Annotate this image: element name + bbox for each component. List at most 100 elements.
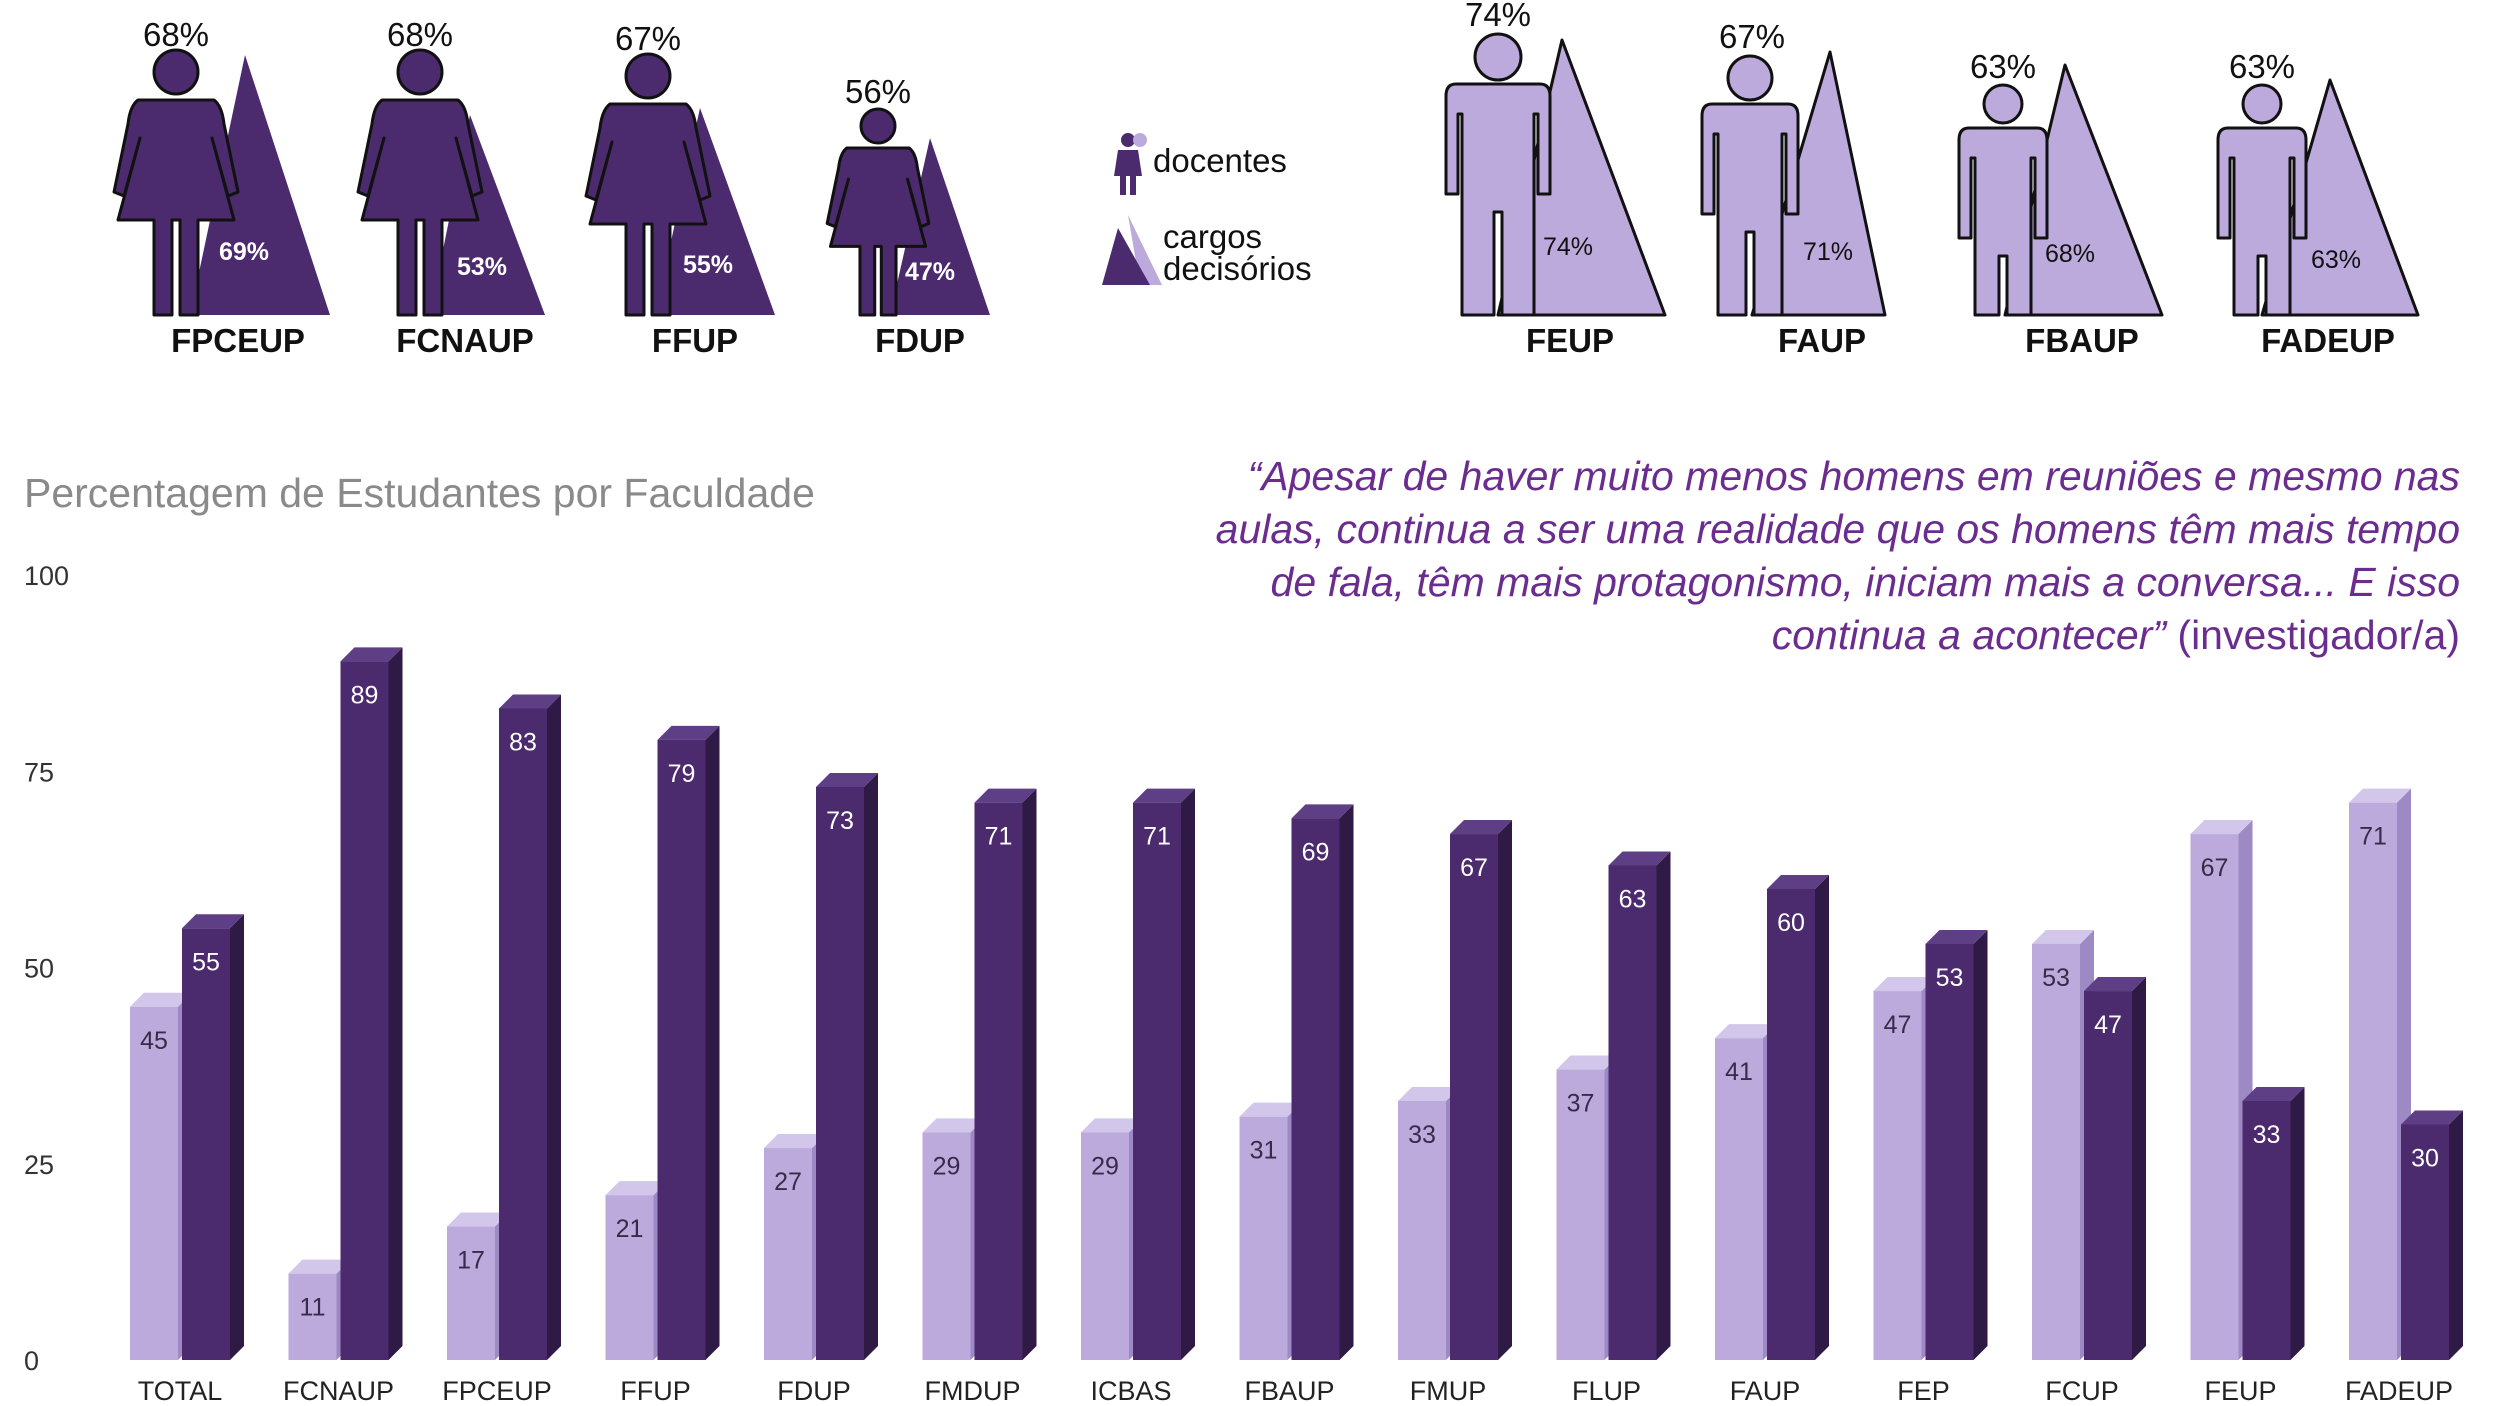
faculty-women-fpceup: 68% 69% FPCEUP [112,16,330,359]
bar-value-label: 47 [1884,1011,1912,1039]
bar: 69 [1291,804,1354,1360]
bar-value-label: 29 [1091,1152,1119,1180]
woman-icon [112,98,240,317]
bar-value-label: 29 [933,1152,961,1180]
bar-front [1767,889,1815,1360]
y-axis: 0 25 50 75 100 [24,561,69,1376]
cargos-percentage: 47% [905,258,955,286]
bar-value-label: 71 [1143,823,1171,851]
bar-side [1022,788,1037,1360]
legend-cargos-label-1: cargos [1163,218,1262,255]
bar-side [2132,977,2146,1360]
bar-front [1715,1038,1763,1360]
bar: 60 [1767,875,1829,1360]
man-icon [1700,102,1800,317]
x-tick-label: FDUP [777,1376,851,1406]
cargos-percentage: 63% [2311,246,2361,274]
bar: 30 [2401,1110,2463,1360]
man-head [1982,83,2024,125]
bar-value-label: 69 [1302,838,1330,866]
bar-value-label: 67 [2201,854,2229,882]
bar-front [1239,1116,1288,1360]
docentes-percentage: 63% [1970,48,2036,85]
bar-value-label: 79 [668,760,696,788]
bar-value-label: 55 [192,948,220,976]
y-tick-label: 50 [24,954,54,984]
cargos-percentage: 69% [219,238,269,266]
bar-front [2401,1124,2449,1360]
bar-side [2290,1086,2305,1360]
bar-value-label: 73 [826,807,854,835]
bar-side [388,647,403,1360]
decision-roles-triangle [190,55,330,315]
faculty-men-fbaup: 63% 68% FBAUP [1957,48,2164,359]
cargos-percentage: 55% [683,251,733,279]
bar-front [974,802,1023,1360]
faculty-name: FFUP [652,322,738,359]
bar-top [1450,820,1512,835]
bar-top [1873,977,1936,992]
bar-value-label: 53 [2042,964,2070,992]
bar-front [922,1132,971,1360]
bar-value-label: 63 [1619,885,1647,913]
decision-roles-triangle [430,115,545,315]
faculty-men-faup: 67% 71% FAUP [1700,18,1887,359]
faculty-name: FAUP [1778,322,1866,359]
legend-docentes: docentes [1114,133,1287,195]
bar: 89 [340,647,403,1360]
bar-side [230,914,244,1360]
faculty-name: FEUP [1526,322,1614,359]
docentes-percentage: 68% [143,16,209,53]
bar: 71 [974,788,1037,1360]
bar-side [705,725,720,1360]
bar-value-label: 17 [457,1247,485,1275]
bar-top [764,1134,826,1149]
bar: 53 [1925,929,1988,1360]
bar-top [1239,1102,1302,1117]
y-tick-label: 25 [24,1150,54,1180]
bar-front [657,739,706,1360]
x-tick-label: FAUP [1730,1376,1801,1406]
bar-top [288,1259,351,1274]
bar-top [1398,1086,1460,1101]
x-tick-label: FMDUP [925,1376,1021,1406]
bar-top [605,1181,668,1196]
bar-front [816,786,864,1360]
faculty-name: FADEUP [2261,322,2395,359]
bar: 27 [764,1134,826,1360]
woman-head [152,48,200,96]
x-tick-label: FMUP [1410,1376,1487,1406]
bar-top [1925,929,1988,944]
bar-top [130,992,192,1007]
docentes-percentage: 68% [387,16,453,53]
bar-front [1398,1100,1446,1360]
bar: 79 [657,725,720,1360]
decision-roles-triangle [890,138,990,315]
y-tick-label: 0 [24,1346,39,1376]
faculty-women-fcnaup: 68% 53% FCNAUP [356,16,545,359]
woman-head [624,52,672,100]
x-axis: TOTAL FCNAUP FPCEUP FFUP FDUP FMDUP ICBAS FBAUP… [138,1376,2453,1406]
quote-source: (investigador/a) [2166,612,2460,658]
bar-front [1873,991,1922,1360]
bar-top [1767,875,1829,889]
bar-front [499,708,547,1360]
x-tick-label: FLUP [1572,1376,1641,1406]
bar-top [447,1212,509,1227]
bar-side [1656,851,1671,1360]
bar: 67 [1450,820,1512,1360]
bar-top [1608,851,1671,866]
bar-front [182,928,230,1360]
bar-side [1181,788,1195,1360]
bar-top [1081,1118,1143,1133]
bar-top [922,1118,985,1133]
man-head [1473,32,1523,82]
bar-front [1608,865,1657,1360]
bar-side [1973,929,1988,1360]
bar-value-label: 83 [509,728,537,756]
bar: 33 [2242,1086,2305,1360]
bar: 67 [2190,820,2253,1360]
woman-head [859,107,897,145]
